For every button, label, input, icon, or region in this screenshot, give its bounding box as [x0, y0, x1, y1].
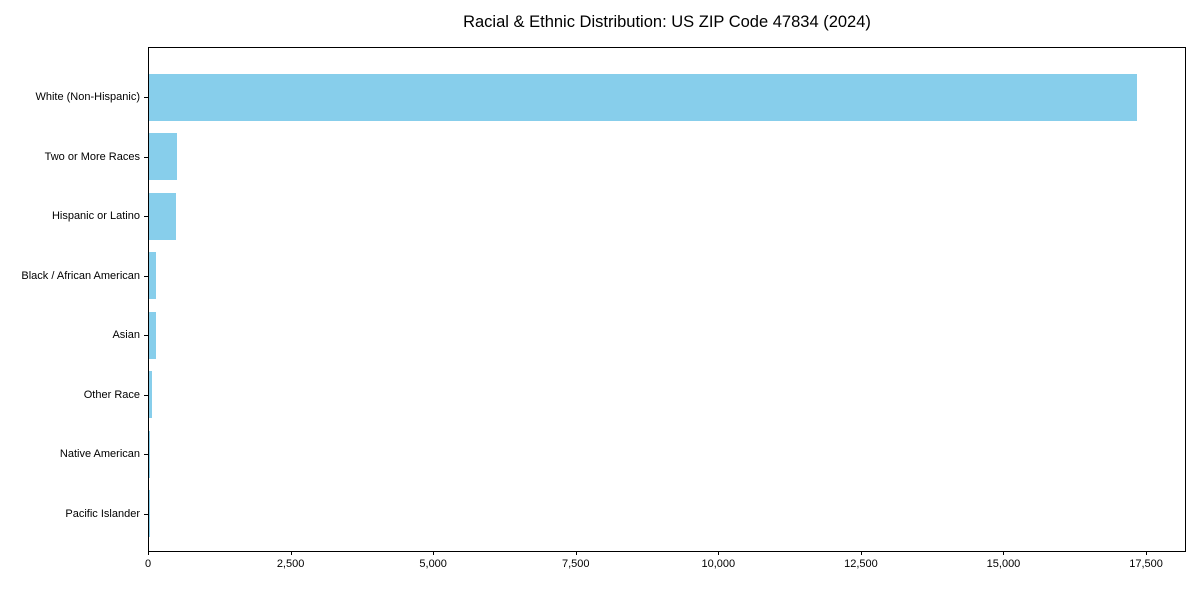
- bar-two-or-more-races: [149, 133, 177, 181]
- xtick-mark: [718, 551, 720, 555]
- xtick-label-17500: 17,500: [1129, 558, 1163, 570]
- bar-asian: [149, 311, 157, 359]
- ytick-label-native-american: Native American: [59, 448, 140, 461]
- ytick-mark: [144, 275, 148, 277]
- xtick-mark: [290, 551, 292, 555]
- ytick-mark: [144, 454, 148, 456]
- ytick-mark: [144, 216, 148, 218]
- bar-hispanic-or-latino: [149, 192, 177, 240]
- xtick-label-15000: 15,000: [986, 558, 1021, 570]
- bar-white-non-hispanic: [149, 73, 1137, 121]
- ytick-mark: [144, 513, 148, 515]
- ytick-mark: [144, 394, 148, 396]
- xtick-mark: [1146, 551, 1148, 555]
- bar-native-american: [149, 430, 150, 478]
- ytick-label-two-or-more-races: Two or More Races: [44, 150, 140, 163]
- ytick-label-pacific-islander: Pacific Islander: [65, 507, 140, 520]
- xtick-mark: [148, 551, 149, 555]
- plot-area: [148, 47, 1186, 552]
- chart-title: Racial & Ethnic Distribution: US ZIP Cod…: [463, 13, 871, 31]
- ytick-mark: [144, 97, 148, 98]
- xtick-mark: [575, 551, 577, 555]
- bar-black-african-american: [149, 252, 156, 300]
- xtick-label-2500: 2,500: [276, 558, 305, 570]
- xtick-label-10000: 10,000: [701, 558, 736, 570]
- xtick-label-12500: 12,500: [844, 558, 878, 570]
- xtick-mark: [1003, 551, 1005, 555]
- ytick-label-white-non-hispanic: White (Non-Hispanic): [35, 91, 140, 103]
- bar-other-race: [149, 371, 152, 419]
- xtick-label-7500: 7,500: [561, 558, 590, 570]
- ytick-label-other-race: Other Race: [83, 388, 140, 401]
- ytick-mark: [144, 156, 148, 158]
- xtick-label-0: 0: [144, 558, 152, 570]
- xtick-label-5000: 5,000: [419, 558, 447, 570]
- xtick-mark: [860, 551, 862, 555]
- ytick-mark: [144, 335, 148, 337]
- xtick-mark: [433, 551, 435, 555]
- ytick-label-black-african-american: Black / African American: [21, 269, 140, 282]
- ytick-label-asian: Asian: [112, 329, 140, 342]
- ytick-label-hispanic-or-latino: Hispanic or Latino: [51, 210, 140, 223]
